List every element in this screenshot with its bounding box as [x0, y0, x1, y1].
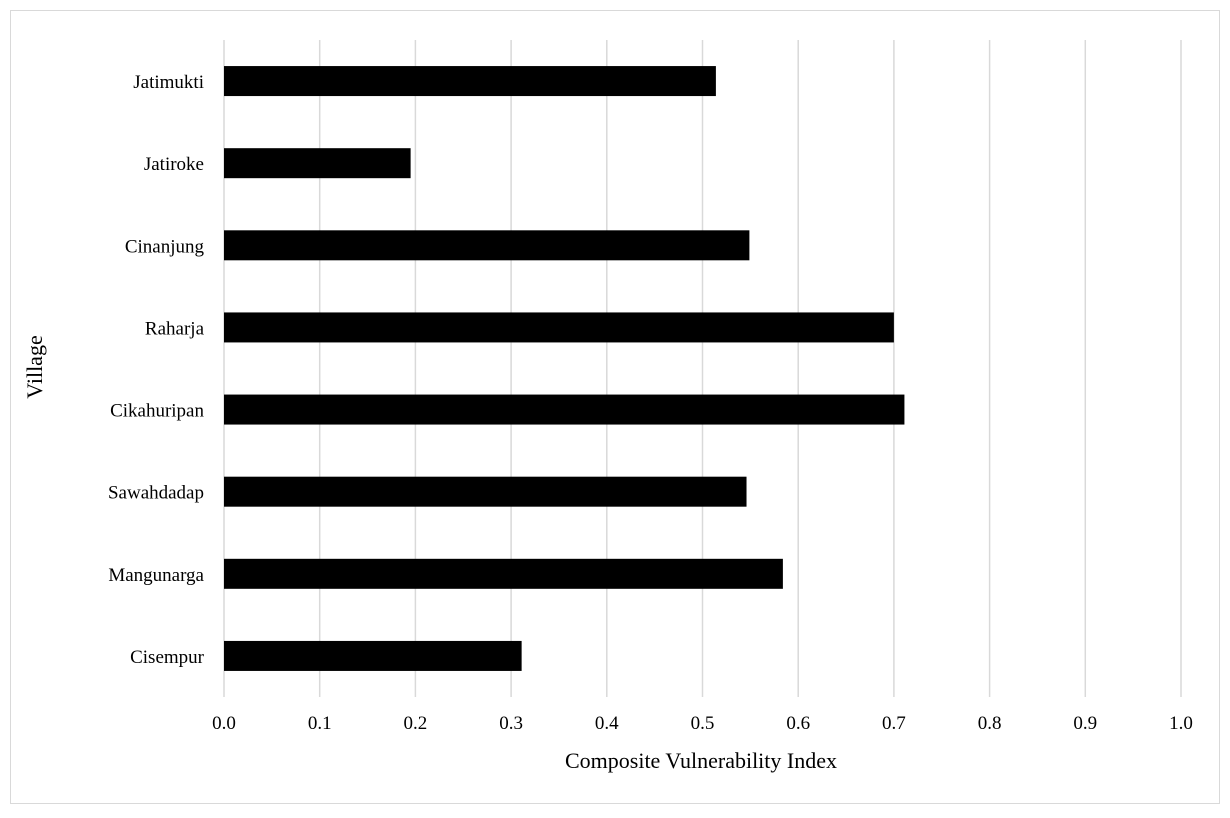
bar-raharja — [224, 312, 894, 343]
category-label-cikahuripan: Cikahuripan — [110, 401, 204, 422]
y-axis-title: Village — [22, 335, 47, 398]
x-tick-label: 0.3 — [499, 713, 523, 734]
bar-sawahdadap — [224, 476, 747, 507]
category-label-cisempur: Cisempur — [130, 647, 205, 668]
grid-lines — [223, 40, 1182, 697]
x-axis-title: Composite Vulnerability Index — [565, 748, 837, 773]
figure-caption-clipped — [0, 806, 1230, 818]
bar-mangunarga — [224, 558, 783, 589]
category-labels: Jatimukti Jatiroke Cinanjung Raharja Cikahur… — [108, 72, 205, 668]
category-label-sawahdadap: Sawahdadap — [108, 483, 204, 504]
x-tick-label: 0.9 — [1073, 713, 1097, 734]
x-tick-labels: 0.0 0.1 0.2 0.3 0.4 0.5 0.6 0.7 0.8 0.9 1.0 — [212, 713, 1193, 734]
bar-jatiroke — [224, 148, 411, 179]
x-tick-label: 0.7 — [882, 713, 906, 734]
category-label-raharja: Raharja — [145, 318, 205, 339]
bar-cinanjung — [224, 230, 750, 261]
x-tick-label: 0.1 — [308, 713, 332, 734]
bars — [224, 66, 905, 671]
bar-cisempur — [224, 640, 522, 671]
x-tick-label: 1.0 — [1169, 713, 1193, 734]
bar-cikahuripan — [224, 394, 905, 425]
x-tick-label: 0.4 — [595, 713, 619, 734]
x-tick-label: 0.5 — [691, 713, 715, 734]
category-label-cinanjung: Cinanjung — [125, 236, 205, 257]
category-label-jatimukti: Jatimukti — [133, 72, 204, 93]
category-label-mangunarga: Mangunarga — [108, 565, 204, 586]
x-tick-label: 0.0 — [212, 713, 236, 734]
x-tick-label: 0.6 — [786, 713, 810, 734]
x-tick-label: 0.8 — [978, 713, 1002, 734]
bar-jatimukti — [224, 66, 716, 97]
x-tick-label: 0.2 — [404, 713, 428, 734]
category-label-jatiroke: Jatiroke — [144, 154, 204, 175]
